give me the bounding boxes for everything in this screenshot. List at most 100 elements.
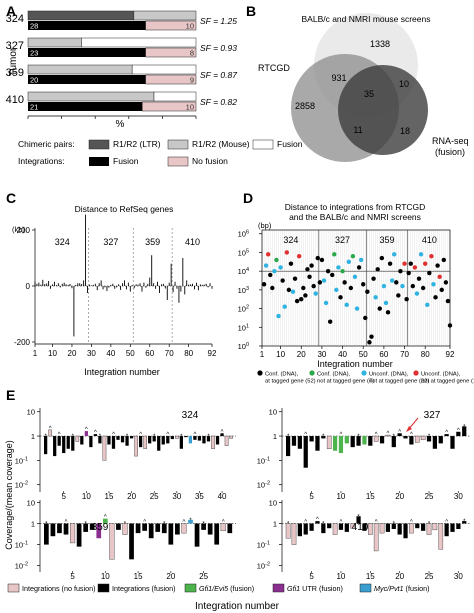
subpanel-bar [338,523,344,530]
subpanel-bar [315,436,320,451]
panel-d-point [363,315,368,321]
subpanel-y-tick-label: 10 [269,408,277,417]
panel-d-point [334,287,339,293]
subpanel-bar [202,436,206,444]
subpanel-x-tick-label: 15 [105,492,114,501]
subpanel-x-tick-label: 20 [166,572,175,581]
panel-d-point [315,255,320,261]
subpanel-bar [170,436,174,440]
panel-d-x-tick-label: 40 [338,350,347,359]
subpanel-bar [44,523,49,545]
panel-e-legend-label: Integrations (no fusion) [22,584,96,593]
panel-e-legend-label: Integrations (fusion) [112,584,176,593]
panel-c: C Distance to RefSeq genes (kb) 200 0 -200… [6,190,217,377]
panel-c-x-tick-label: 60 [145,349,154,358]
panel-d-title-2: and the BALB/c and NMRI screens [289,212,421,222]
panel-d-point [416,276,422,281]
panel-c-tumor-410: 410 [185,237,200,247]
subpanel-bar [303,436,308,468]
subpanel-x-tick-label: 30 [454,492,463,501]
subpanel-x-tick-label: 10 [336,572,345,581]
nofusion-bar-324 [145,20,197,31]
subpanel-bar [286,436,291,457]
panel-d-point [327,319,333,324]
panel-e-legend-label: Myc/Pvt1 (fusion) [374,584,430,593]
subpanel-bar [326,435,332,449]
subpanel-bar [373,435,379,442]
tumor-label-359: 359 [6,67,24,79]
panel-d-point [381,283,387,289]
subpanel-bar [166,436,170,444]
panel-c-x-tick-label: 50 [126,349,135,358]
panel-d-y-tick-label: 102 [238,305,249,314]
panel-d-point [263,263,269,268]
subpanel-bar [415,523,420,529]
panel-c-x-tick-label: 30 [87,349,96,358]
subpanel-bar [134,435,138,457]
panel-d-point [443,280,449,285]
panel-c-x-tick-label: 80 [184,349,193,358]
subpanel-id-327: 327 [424,410,441,421]
venn-label-rnaseq-1: RNA-seq [432,136,469,146]
panel-d-point [350,253,356,259]
panel-d-point [404,297,409,302]
subpanel-bar [111,436,116,449]
subpanel-id-359: 359 [92,522,109,533]
subpanel-x-tick-label: 5 [309,572,314,581]
venn-label-rtcgd: RTCGD [258,63,290,73]
panel-d-unit: (bp) [258,221,272,230]
panel-d-x-tick-label: 80 [421,350,430,359]
panel-d-point [265,252,271,257]
panel-d-xlabel: Integration number [317,359,393,369]
subpanel-bar [142,523,147,531]
subpanel-bar [80,436,84,445]
panel-c-tumor-359: 359 [145,237,160,247]
panel-d-point [385,310,391,315]
panel-a-xlabel: % [116,119,125,130]
subpanel-marker: ^ [340,520,343,526]
subpanel-bar [391,523,396,529]
panel-c-tumor-324: 324 [55,237,70,247]
chimeric-bar-324-dark_pct [27,10,135,21]
subpanel-bar [48,429,52,437]
panel-d-point [282,304,287,309]
nofusion-bar-327 [145,47,197,58]
panel-d-point [414,291,420,296]
subpanel-y-tick-label: 10-1 [15,541,28,550]
legend-mouse-swatch [167,139,189,150]
panel-c-xlabel: Integration number [84,367,160,377]
panel-d-legend-dot [413,370,419,376]
panel-d-legend-label: Unconf. (DNA), [369,372,409,378]
panel-e-legend-swatch [272,583,285,593]
panel-d-point [431,282,436,287]
subpanel-marker: * [44,434,47,440]
subpanel-bar [338,436,344,454]
subpanel-bar [227,523,233,534]
subpanel-y-tick-label: 1 [31,520,35,529]
subpanel-x-tick-label: 30 [454,572,463,581]
subpanel-bar [93,434,98,437]
subpanel-bar [432,436,438,449]
subpanel-bar [344,523,349,532]
subpanel-bar [303,523,308,535]
panel-d-point [280,278,285,283]
subpanel-bar [291,436,297,446]
subpanel-marker: ^ [166,432,169,438]
subpanel-marker: * [357,514,360,520]
panel-d-point [402,261,407,266]
panel-label-e: E [6,387,15,403]
subpanel-bar [194,523,200,547]
panel-d-point [323,300,329,306]
subpanel-bar [462,521,467,524]
panel-d-point [340,268,345,274]
panel-d-legend-label-2: not at tagged gene (11) [421,379,474,385]
panel-d-tumor-410: 410 [422,235,437,245]
subpanel-bar [98,436,102,444]
subpanel-marker: ^ [104,515,107,521]
panel-d-point [290,289,296,294]
subpanel-marker: ^ [304,520,307,526]
panel-d-point [307,274,312,279]
subpanel-bar [193,436,197,440]
